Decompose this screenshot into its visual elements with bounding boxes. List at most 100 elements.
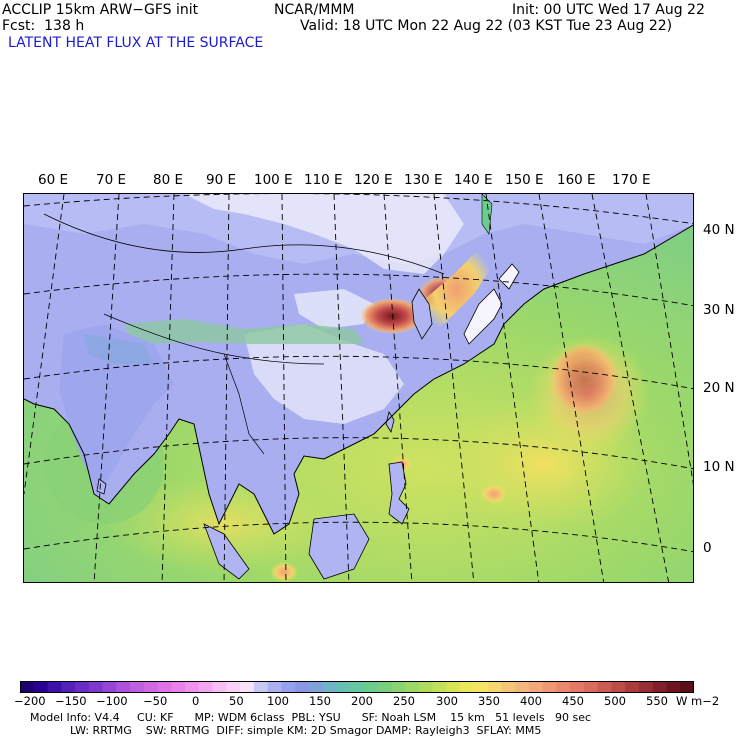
colorbar-swatch (652, 681, 667, 693)
colorbar-border (20, 681, 694, 693)
flux-spot (270, 562, 298, 582)
init-time: Init: 00 UTC Wed 17 Aug 22 (512, 2, 705, 18)
sumatra-land (203, 523, 250, 580)
valid-time: Valid: 18 UTC Mon 22 Aug 22 (03 KST Tue … (300, 18, 673, 34)
lon-label: 100 E (254, 172, 293, 188)
colorbar-tick: −100 (96, 694, 128, 708)
lon-label: 60 E (38, 172, 68, 188)
lon-label: 140 E (454, 172, 493, 188)
meridian (281, 194, 287, 582)
model-title: ACCLIP 15km ARW−GFS init (2, 2, 199, 18)
colorbar-swatch (680, 681, 694, 693)
meridian (223, 194, 230, 582)
colorbar-swatch (240, 681, 255, 693)
lon-label: 110 E (304, 172, 343, 188)
colorbar-tick: 0 (192, 694, 200, 708)
lat-label: 10 N (703, 459, 735, 475)
meridian (645, 194, 693, 485)
plateau-band (124, 319, 364, 344)
colorbar-swatch (391, 681, 406, 693)
lat-label: 20 N (703, 380, 735, 396)
colorbar-swatch (253, 681, 269, 693)
flux-spot (480, 484, 508, 504)
colorbar-swatch (583, 681, 599, 693)
colorbar-swatch (542, 681, 557, 693)
model-info-line1: Model Info: V4.4 CU: KF MP: WDM 6class P… (30, 711, 592, 724)
colorbar-swatch (460, 681, 475, 693)
colorbar-swatch (473, 681, 489, 693)
colorbar-swatch (20, 681, 35, 693)
forecast-hour: Fcst: 138 h (2, 18, 85, 34)
lon-label: 160 E (557, 172, 596, 188)
cold-patch (184, 194, 464, 274)
colorbar-swatch (487, 681, 502, 693)
india-land (59, 324, 174, 494)
colorbar-swatch (666, 681, 681, 693)
colorbar-tick: 250 (393, 694, 415, 708)
colorbar-swatch (597, 681, 612, 693)
colorbar-tick: −200 (14, 694, 46, 708)
model-info-line2: LW: RRTMG SW: RRTMG DIFF: simple KM: 2D … (70, 724, 542, 737)
colorbar-swatch (611, 681, 626, 693)
colorbar-swatch (570, 681, 585, 693)
colorbar-swatch (281, 681, 296, 693)
colorbar-swatch (212, 681, 227, 693)
colorbar-swatch (143, 681, 159, 693)
boundary-line (103, 313, 325, 365)
lat-label: 40 N (703, 222, 735, 238)
colorbar-tick: 150 (309, 694, 331, 708)
colorbar-swatch (308, 681, 324, 693)
colorbar-tick: 550 (646, 694, 668, 708)
colorbar-swatch (336, 681, 351, 693)
latent-heat-flux-map (23, 193, 694, 583)
colorbar-swatch (88, 681, 104, 693)
japan-land (498, 263, 520, 290)
colorbar-swatch (446, 681, 461, 693)
colorbar-swatch (322, 681, 337, 693)
colorbar (20, 681, 694, 693)
lon-label: 120 E (354, 172, 393, 188)
meridian (161, 194, 175, 582)
colorbar-tick: 100 (267, 694, 289, 708)
colorbar-swatch (638, 681, 654, 693)
colorbar-swatch (33, 681, 49, 693)
lat-label: 30 N (703, 302, 735, 318)
colorbar-swatch (116, 681, 131, 693)
flux-band (419, 244, 494, 334)
lon-label: 80 E (153, 172, 183, 188)
colorbar-swatch (75, 681, 90, 693)
colorbar-tick: −150 (55, 694, 87, 708)
meridian (485, 194, 540, 582)
colorbar-swatch (295, 681, 310, 693)
graticule (24, 194, 693, 582)
meridian (24, 194, 65, 495)
lon-label: 130 E (404, 172, 443, 188)
center-label: NCAR/MMM (274, 2, 355, 18)
flux-band (529, 334, 649, 454)
flux-maximum (360, 298, 424, 334)
colorbar-swatch (102, 681, 117, 693)
colorbar-swatch (556, 681, 571, 693)
parallel-40n (24, 194, 693, 225)
map-canvas (24, 194, 693, 582)
borneo-land (308, 513, 370, 580)
colorbar-tick: 500 (604, 694, 626, 708)
colorbar-swatch (418, 681, 434, 693)
colorbar-tick: 300 (436, 694, 458, 708)
colorbar-tick: 50 (229, 694, 244, 708)
taiwan-land (385, 410, 395, 434)
lon-label: 70 E (96, 172, 126, 188)
colorbar-swatch (405, 681, 420, 693)
lon-label: 170 E (612, 172, 651, 188)
colorbar-swatch (130, 681, 145, 693)
coastline (24, 224, 693, 535)
colorbar-swatch (157, 681, 172, 693)
colorbar-swatch (377, 681, 392, 693)
colorbar-swatch (47, 681, 62, 693)
colorbar-swatch (625, 681, 640, 693)
cold-patch (294, 289, 374, 329)
colorbar-swatch (350, 681, 365, 693)
colorbar-swatch (363, 681, 379, 693)
colorbar-tick: 200 (351, 694, 373, 708)
srilanka-land (96, 478, 107, 495)
